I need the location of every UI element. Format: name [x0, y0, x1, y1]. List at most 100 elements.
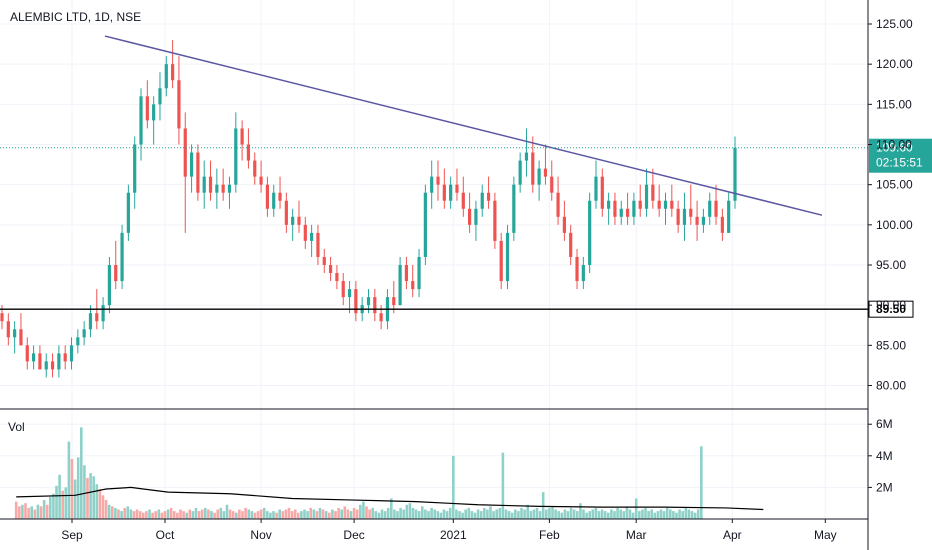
candle-body [202, 176, 206, 193]
candle-body [556, 192, 560, 217]
volume-bar [529, 511, 533, 519]
candle-body [733, 147, 737, 201]
candle-body [126, 192, 130, 233]
volume-bar [572, 509, 576, 519]
volume-tick-label: 6M [876, 417, 893, 431]
price-tick-label: 120.00 [876, 57, 913, 71]
candle-body [670, 200, 674, 209]
candle-body [600, 176, 604, 209]
volume-bar [163, 511, 167, 519]
volume-bar [185, 512, 188, 519]
candle-body [373, 297, 377, 314]
candle-body [613, 200, 617, 217]
volume-bar [631, 512, 635, 519]
candle-body [392, 297, 396, 306]
candle-body [442, 184, 446, 201]
volume-bar [448, 507, 452, 519]
volume-bar [216, 509, 219, 519]
candle-body [581, 264, 585, 282]
candle-body [550, 176, 554, 193]
volume-bar [684, 507, 688, 519]
volume-bar [408, 503, 412, 519]
volume-bar [129, 509, 133, 519]
volume-bar [641, 509, 644, 519]
volume-bar [306, 511, 309, 519]
volume-bar [262, 507, 266, 519]
candle-body [505, 232, 510, 282]
volume-bar [634, 498, 638, 519]
candle-body [512, 184, 516, 233]
candle-body [455, 184, 459, 193]
volume-bar [411, 507, 415, 519]
candle-body [676, 208, 680, 225]
price-tick-label: 105.00 [876, 178, 913, 192]
candle-layer [0, 40, 737, 378]
volume-bar [27, 507, 30, 519]
price-tick-label: 125.00 [876, 17, 913, 31]
volume-bar [179, 509, 182, 519]
volume-bar [272, 511, 275, 519]
time-tick-label: 2021 [440, 528, 467, 542]
volume-bar [39, 506, 43, 519]
volume-bar [157, 509, 161, 519]
candle-body [69, 345, 74, 362]
candle-body [88, 313, 93, 330]
volume-bar [700, 446, 703, 519]
volume-bar [690, 511, 694, 519]
volume-tick-label: 2M [876, 480, 893, 494]
volume-bar [678, 509, 681, 519]
volume-bar [45, 504, 49, 519]
candle-body [531, 152, 535, 185]
volume-bar [111, 506, 114, 519]
candle-body [366, 297, 371, 306]
candle-body [265, 184, 269, 209]
candle-body [133, 144, 137, 193]
volume-bar [433, 509, 436, 519]
volume-bar [235, 512, 238, 519]
volume-bar [309, 507, 312, 519]
volume-bar [154, 511, 157, 519]
candle-body [227, 184, 232, 193]
volume-bar [504, 509, 508, 519]
volume-bar [551, 506, 554, 519]
volume-bar [458, 511, 461, 519]
candle-body [569, 232, 573, 257]
candle-body [474, 208, 478, 225]
volume-bar [207, 509, 210, 519]
last-price-badge [869, 138, 932, 173]
volume-bar [210, 511, 213, 519]
time-tick-label: May [814, 528, 837, 542]
volume-bar [566, 511, 570, 519]
volume-bar [483, 507, 486, 519]
volume-bar [52, 493, 55, 519]
volume-bar [424, 509, 427, 519]
volume-bar [439, 512, 443, 519]
candle-body [297, 216, 301, 225]
volume-bar [231, 511, 235, 519]
candle-body [689, 208, 693, 217]
candle-body [76, 337, 80, 346]
candle-body [139, 96, 143, 145]
volume-bar [92, 476, 95, 519]
volume-bar [362, 501, 365, 519]
volume-bar [21, 504, 24, 519]
volume-bar [501, 452, 505, 519]
volume-bar [696, 509, 700, 519]
volume-bar [421, 506, 424, 519]
candle-body [632, 200, 636, 217]
volume-bar [117, 509, 120, 519]
candle-body [480, 192, 484, 209]
volume-bar [610, 509, 613, 519]
volume-bar [644, 507, 647, 519]
volume-bar [371, 507, 374, 519]
volume-bar [538, 511, 542, 519]
volume-bar [541, 492, 545, 519]
volume-bar [132, 511, 136, 519]
volume-bar [603, 511, 607, 519]
volume-bar [526, 504, 529, 519]
volume-bar [386, 507, 390, 519]
volume-bar [396, 511, 399, 519]
candle-body [537, 168, 541, 185]
volume-bar [18, 506, 21, 519]
